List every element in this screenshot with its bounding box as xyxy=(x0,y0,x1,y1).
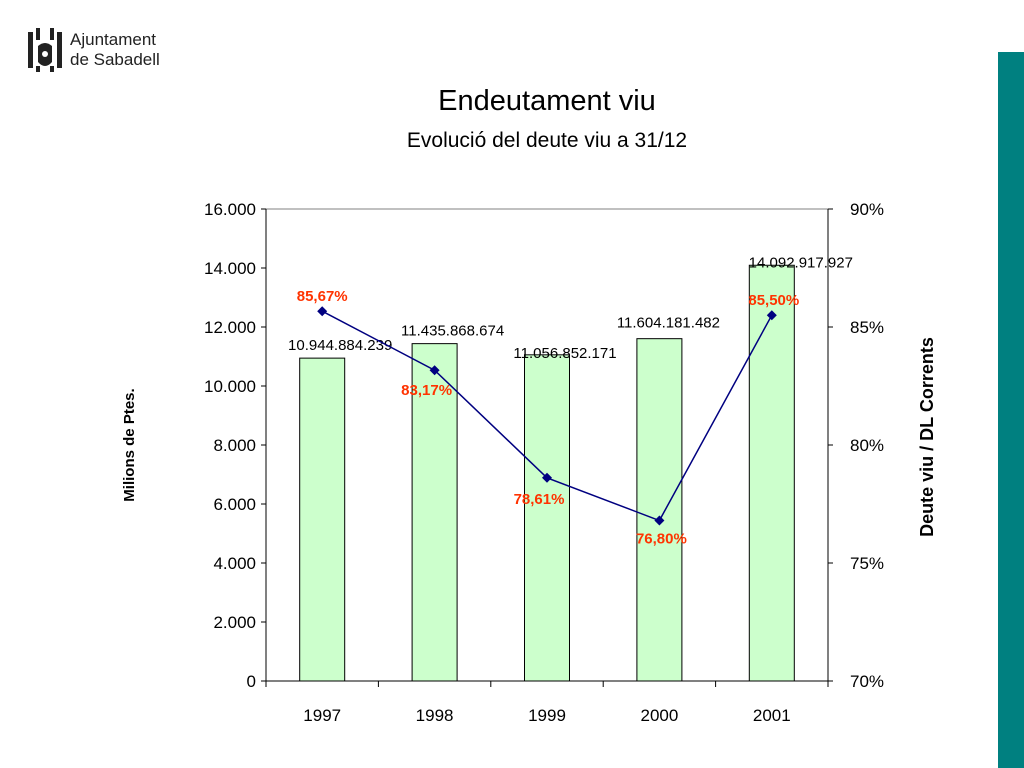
bar-value-label: 11.604.181.482 xyxy=(617,315,720,332)
accent-bar xyxy=(998,52,1024,768)
logo-text: Ajuntament de Sabadell xyxy=(70,30,160,70)
ratio-value-label: 76,80% xyxy=(636,531,687,548)
y-tick-label: 6.000 xyxy=(213,495,256,514)
bar-value-label: 14.092.917.927 xyxy=(749,254,853,271)
bar-value-label: 11.056.852.171 xyxy=(513,345,616,362)
x-tick-label: 2001 xyxy=(753,706,791,725)
ratio-value-label: 85,50% xyxy=(748,292,799,309)
bar-1999 xyxy=(524,354,570,682)
logo-line-1: Ajuntament xyxy=(70,30,156,49)
ratio-point-1999 xyxy=(542,472,552,483)
y-tick-label: 2.000 xyxy=(213,613,256,632)
ratio-point-1998 xyxy=(429,365,440,376)
x-tick-label: 1998 xyxy=(416,706,454,725)
ratio-point-1997 xyxy=(317,306,328,317)
y-axis-title: Milions de Ptes. xyxy=(121,388,138,501)
y-tick-label: 4.000 xyxy=(213,554,256,573)
y2-axis-title: Deute viu / DL Corrents xyxy=(917,337,937,537)
y-tick-label: 8.000 xyxy=(213,436,256,455)
x-tick-label: 2000 xyxy=(640,706,678,725)
bar-1997 xyxy=(299,357,346,682)
ratio-value-label: 83,17% xyxy=(401,382,452,399)
y-tick-label: 14.000 xyxy=(204,259,256,278)
x-tick-label: 1997 xyxy=(303,706,341,725)
y2-tick-label: 75% xyxy=(850,554,884,573)
y2-tick-label: 90% xyxy=(850,200,884,219)
page-title: Endeutament viu xyxy=(438,85,656,117)
bar-value-label: 10.944.884.239 xyxy=(288,337,392,354)
bar-2000 xyxy=(636,338,683,682)
y2-tick-label: 70% xyxy=(850,672,884,691)
ratio-point-2000 xyxy=(654,515,665,526)
bar-2001 xyxy=(748,264,795,682)
ratio-point-2001 xyxy=(766,310,777,321)
y-tick-label: 12.000 xyxy=(204,318,256,337)
y2-tick-label: 80% xyxy=(850,436,884,455)
sabadell-emblem-icon xyxy=(28,28,62,72)
ratio-value-label: 85,67% xyxy=(297,288,348,305)
y-tick-label: 10.000 xyxy=(204,377,256,396)
y-tick-label: 16.000 xyxy=(204,200,256,219)
y2-tick-label: 85% xyxy=(850,318,884,337)
page-subtitle: Evolució del deute viu a 31/12 xyxy=(406,129,688,152)
x-tick-label: 1999 xyxy=(528,706,566,725)
bar-1998 xyxy=(411,343,458,682)
y-tick-label: 0 xyxy=(247,672,256,691)
bar-value-label: 11.435.868.674 xyxy=(401,323,504,340)
logo-line-2: de Sabadell xyxy=(70,50,160,69)
ratio-value-label: 78,61% xyxy=(514,491,565,508)
